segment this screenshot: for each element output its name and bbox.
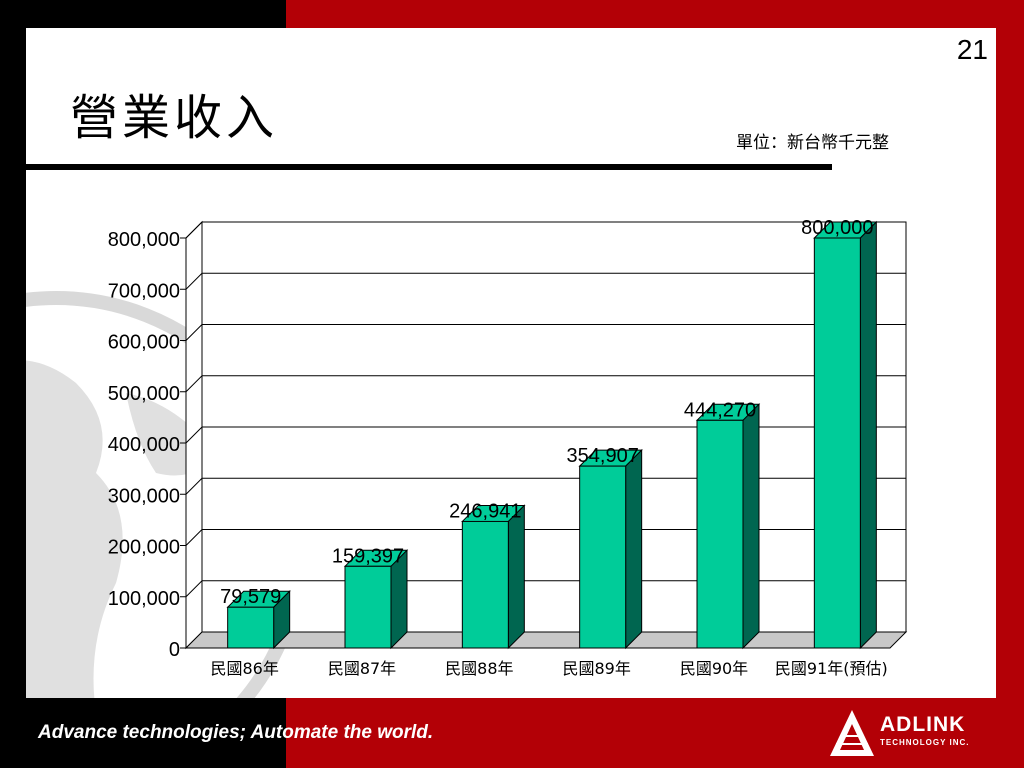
- x-axis-ticks: 民國86年 民國87年 民國88年 民國89年 民國90年 民國91年(預估): [210, 659, 887, 678]
- data-labels: 79,579 159,397 246,941 354,907 444,270 800,00…: [220, 217, 873, 608]
- unit-label: 單位：新台幣千元整: [736, 133, 889, 153]
- bar: [578, 448, 643, 650]
- floor: [184, 631, 908, 649]
- bar-front: [344, 565, 392, 649]
- bar-side: [859, 220, 877, 650]
- gridline: [185, 580, 906, 598]
- page-title: 營業收入: [70, 90, 279, 146]
- bar-front: [813, 237, 861, 649]
- y-tick-label: 400,000: [108, 434, 180, 456]
- y-tick-label: 600,000: [108, 332, 180, 354]
- data-label: 354,907: [567, 445, 639, 467]
- bar-front: [579, 465, 627, 649]
- x-tick-label: 民國86年: [210, 659, 278, 678]
- logo-name: ADLINK: [880, 713, 966, 736]
- data-label: 79,579: [220, 586, 281, 608]
- x-tick-label: 民國91年(預估): [775, 659, 888, 678]
- y-axis-ticks: 0 100,000 200,000 300,000 400,000 500,000 600,…: [108, 229, 186, 661]
- title-divider: [26, 164, 832, 170]
- gridlines: [185, 221, 906, 598]
- tagline: Advance technologies; Automate the world…: [38, 722, 434, 743]
- y-tick-label: 200,000: [108, 537, 180, 559]
- bar: [343, 549, 409, 650]
- bar-side: [625, 448, 643, 650]
- data-label: 800,000: [801, 217, 873, 239]
- data-label: 444,270: [684, 399, 756, 421]
- page-number: 21: [956, 34, 988, 65]
- y-tick-label: 700,000: [108, 280, 180, 302]
- gridline: [185, 272, 906, 290]
- logo-subtitle: TECHNOLOGY INC.: [880, 738, 970, 747]
- bar: [461, 504, 526, 650]
- gridline: [185, 529, 906, 546]
- bar: [695, 403, 761, 650]
- gridline: [185, 426, 906, 444]
- bar-side: [742, 403, 760, 650]
- gridline: [185, 375, 906, 393]
- bar-front: [696, 419, 744, 649]
- y-tick-label: 800,000: [108, 229, 180, 251]
- x-tick-label: 民國87年: [328, 659, 396, 678]
- y-tick-label: 100,000: [108, 588, 180, 610]
- bar-front: [461, 520, 509, 649]
- y-tick-label: 300,000: [108, 485, 180, 507]
- adlink-logo-icon: [830, 710, 874, 756]
- x-tick-label: 民國88年: [445, 659, 513, 678]
- y-tick-label: 0: [169, 639, 180, 661]
- y-tick-label: 500,000: [108, 383, 180, 405]
- plot-frame: [184, 220, 908, 650]
- revenue-bar-chart: 0 100,000 200,000 300,000 400,000 500,000 600,…: [108, 217, 908, 678]
- bars: [226, 220, 878, 650]
- data-label: 246,941: [449, 500, 521, 522]
- gridline: [185, 221, 906, 239]
- bar: [226, 590, 291, 650]
- bar-front: [227, 606, 275, 649]
- bar-side: [507, 504, 525, 650]
- x-tick-label: 民國89年: [562, 659, 630, 678]
- bar: [813, 220, 878, 650]
- data-label: 159,397: [332, 545, 404, 567]
- gridline: [185, 324, 906, 341]
- gridline: [185, 477, 906, 495]
- x-tick-label: 民國90年: [680, 659, 748, 678]
